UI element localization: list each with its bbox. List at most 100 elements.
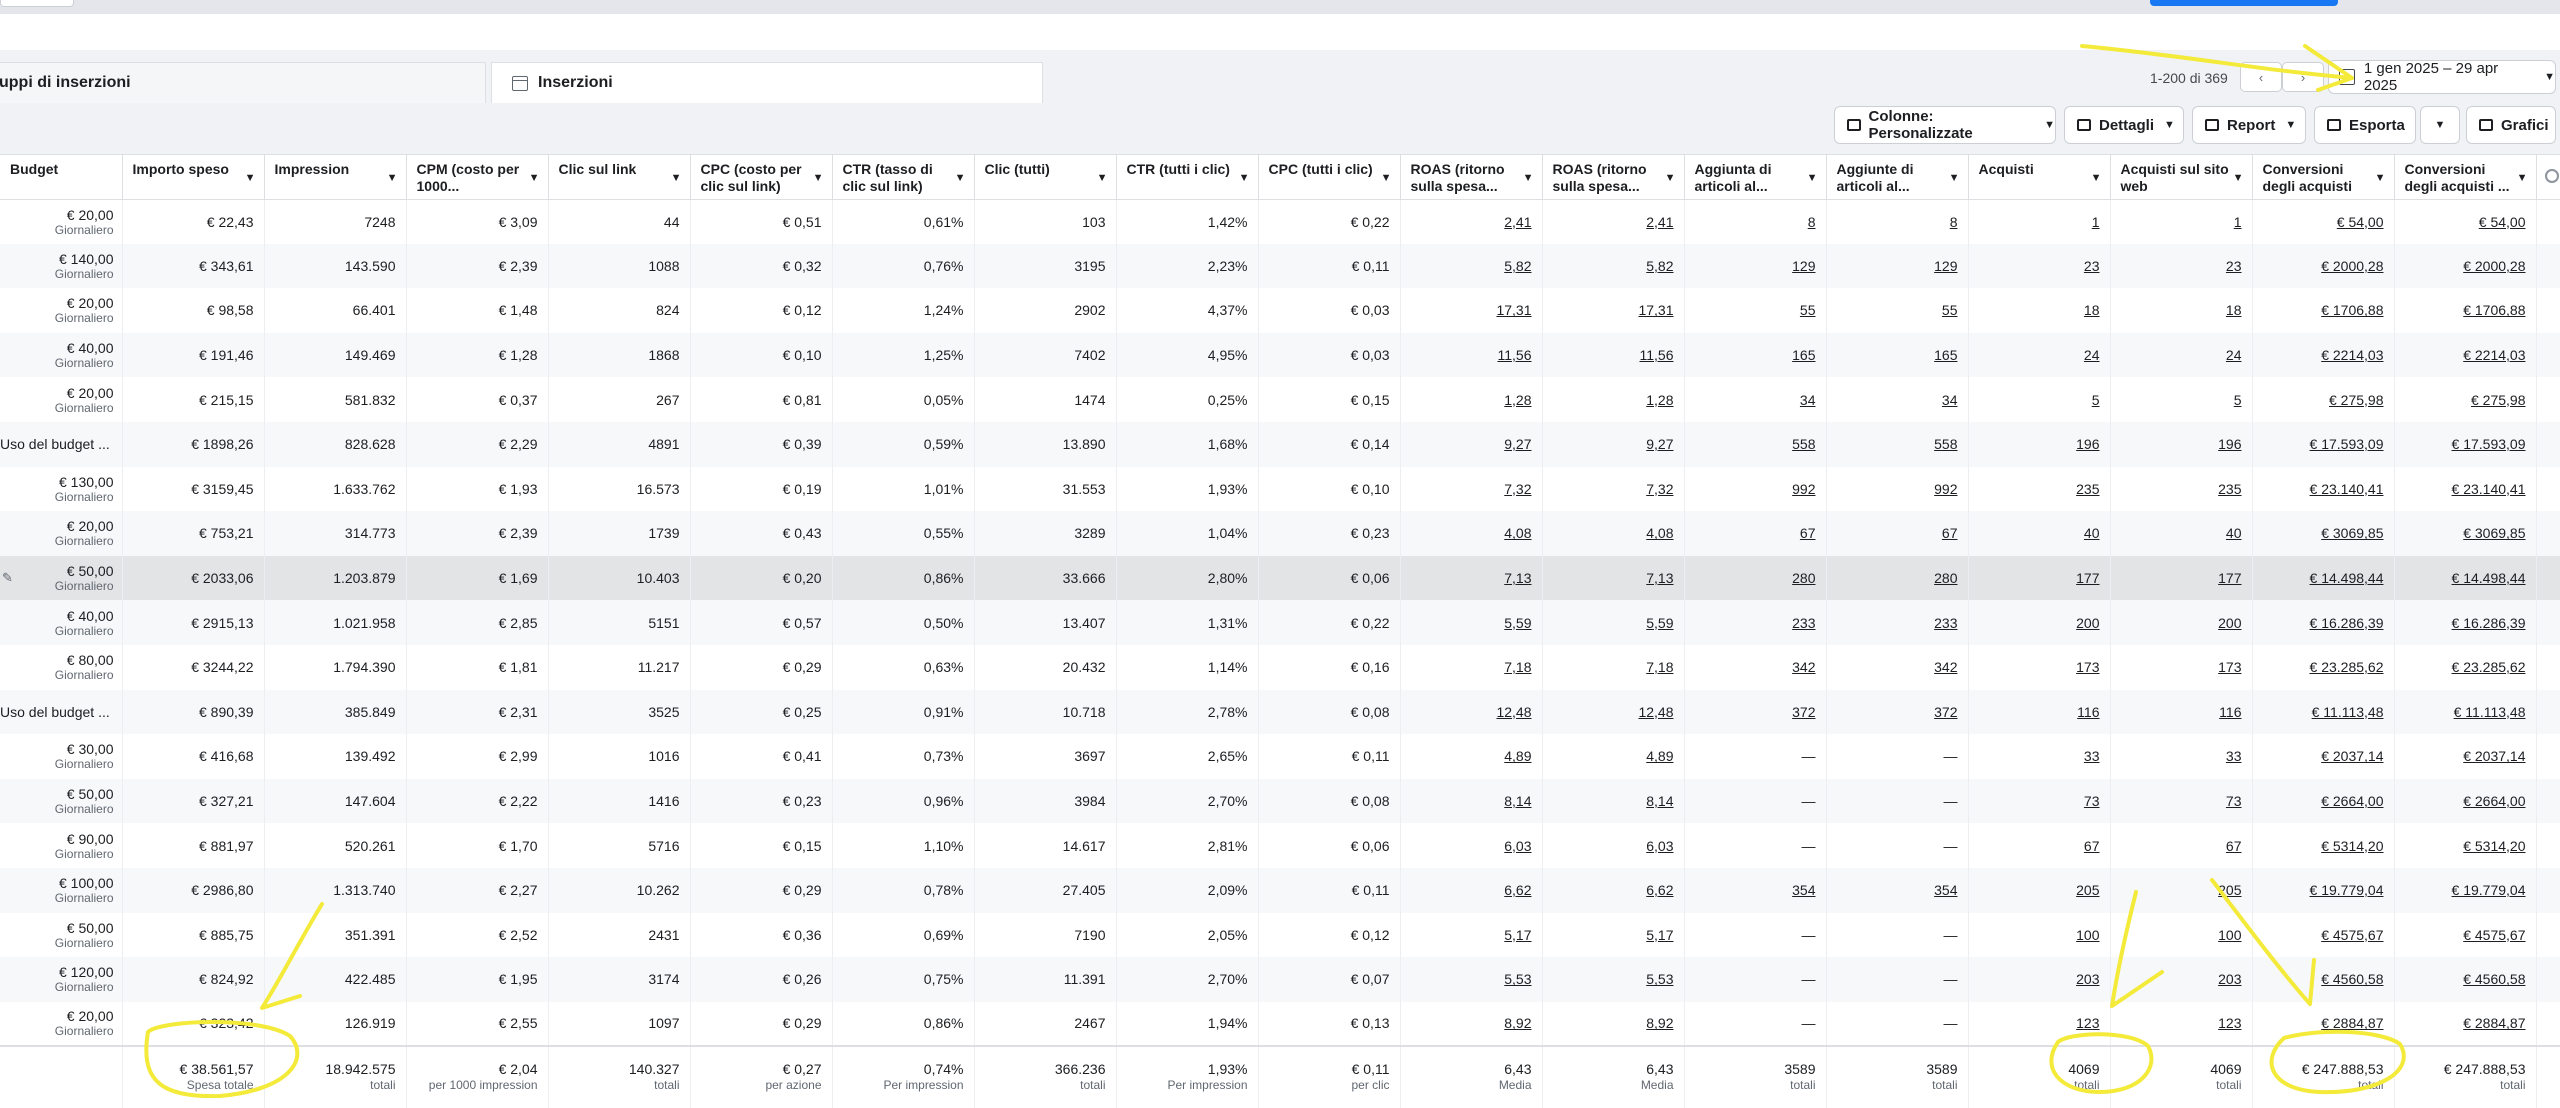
table-row[interactable]: € 50,00 Giornaliero € 327,21 147.604 € 2,22 1… (0, 778, 2560, 824)
budget-cell[interactable]: € 50,00 Giornaliero (0, 912, 123, 958)
edit-icon[interactable]: ✎ (2, 569, 13, 585)
budget-cell[interactable]: € 20,00 Giornaliero (0, 199, 123, 244)
table-cell[interactable]: € 23.285,62 (2252, 644, 2395, 690)
table-cell[interactable]: 200 (1968, 600, 2111, 645)
column-header[interactable]: Conversioni degli acquisti ▼ (2252, 155, 2395, 200)
table-row[interactable]: € 100,00 Giornaliero € 2986,80 1.313.740 € 2… (0, 867, 2560, 913)
primary-top-button[interactable] (2150, 0, 2338, 6)
table-cell[interactable]: 5 (2110, 377, 2253, 422)
table-cell[interactable]: € 2664,00 (2394, 778, 2537, 824)
table-cell[interactable]: 17,31 (1400, 288, 1543, 333)
sort-caret-icon[interactable]: ▼ (386, 172, 398, 184)
sort-caret-icon[interactable]: ▼ (812, 172, 824, 184)
budget-cell[interactable]: € 40,00 Giornaliero (0, 332, 123, 378)
table-row[interactable]: € 120,00 Giornaliero € 824,92 422.485 € 1,95… (0, 957, 2560, 1002)
table-cell[interactable]: 129 (1826, 243, 1969, 289)
table-cell[interactable]: 165 (1684, 332, 1827, 378)
table-cell[interactable]: € 54,00 (2252, 199, 2395, 244)
budget-cell[interactable]: € 130,00 Giornaliero (0, 466, 123, 512)
table-cell[interactable]: 342 (1826, 644, 1969, 690)
table-row[interactable]: € 50,00 Giornaliero € 885,75 351.391 € 2,52 2… (0, 912, 2560, 958)
column-settings[interactable] (2536, 155, 2560, 200)
table-cell[interactable]: € 4575,67 (2394, 912, 2537, 958)
table-cell[interactable]: 1 (2110, 199, 2253, 244)
table-cell[interactable]: € 4575,67 (2252, 912, 2395, 958)
table-cell[interactable]: 9,27 (1400, 421, 1543, 467)
table-cell[interactable]: 4,08 (1542, 511, 1685, 556)
budget-cell[interactable]: € 50,00 Giornaliero (0, 778, 123, 824)
export-dropdown-button[interactable]: ▼ (2420, 106, 2460, 144)
budget-cell[interactable]: € 80,00 Giornaliero (0, 644, 123, 690)
column-header[interactable]: Aggiunta di articoli al... ▼ (1684, 155, 1827, 200)
column-header[interactable]: Impression ▼ (264, 155, 407, 200)
table-cell[interactable]: 11,56 (1542, 332, 1685, 378)
table-cell[interactable]: 129 (1684, 243, 1827, 289)
columns-button[interactable]: Colonne: Personalizzate ▼ (1834, 106, 2056, 144)
table-cell[interactable]: 7,18 (1400, 644, 1543, 690)
table-cell[interactable]: € 1706,88 (2394, 288, 2537, 333)
table-cell[interactable]: 73 (2110, 778, 2253, 824)
table-cell[interactable]: 67 (2110, 823, 2253, 868)
table-cell[interactable]: € 1706,88 (2252, 288, 2395, 333)
table-row[interactable]: € 80,00 Giornaliero € 3244,22 1.794.390 € 1,… (0, 644, 2560, 690)
table-cell[interactable]: 354 (1826, 867, 1969, 913)
table-cell[interactable]: 992 (1684, 466, 1827, 512)
table-cell[interactable]: 24 (1968, 332, 2111, 378)
table-cell[interactable]: 8,14 (1542, 778, 1685, 824)
table-cell[interactable]: 18 (1968, 288, 2111, 333)
date-range-picker[interactable]: 1 gen 2025 – 29 apr 2025 ▼ (2328, 60, 2556, 94)
table-cell[interactable]: € 14.498,44 (2394, 555, 2537, 601)
table-cell[interactable]: € 54,00 (2394, 199, 2537, 244)
column-header[interactable]: Clic (tutti) ▼ (974, 155, 1117, 200)
table-cell[interactable]: 7,13 (1542, 555, 1685, 601)
table-cell[interactable]: 1,28 (1400, 377, 1543, 422)
table-cell[interactable]: 5 (1968, 377, 2111, 422)
table-cell[interactable]: 23 (2110, 243, 2253, 289)
table-cell[interactable]: 2,41 (1542, 199, 1685, 244)
budget-cell[interactable]: € 90,00 Giornaliero (0, 823, 123, 868)
budget-cell[interactable]: € 100,00 Giornaliero (0, 867, 123, 913)
table-cell[interactable]: 235 (1968, 466, 2111, 512)
table-cell[interactable]: 12,48 (1400, 689, 1543, 735)
table-cell[interactable]: 173 (1968, 644, 2111, 690)
table-cell[interactable]: 34 (1826, 377, 1969, 422)
table-cell[interactable]: 24 (2110, 332, 2253, 378)
table-cell[interactable]: 8,14 (1400, 778, 1543, 824)
table-cell[interactable]: 12,48 (1542, 689, 1685, 735)
table-cell[interactable]: 7,18 (1542, 644, 1685, 690)
column-header[interactable]: Importo speso ▼ (122, 155, 265, 200)
table-cell[interactable]: 342 (1684, 644, 1827, 690)
table-cell[interactable]: € 17.593,09 (2252, 421, 2395, 467)
table-cell[interactable]: 100 (2110, 912, 2253, 958)
table-cell[interactable]: 7,13 (1400, 555, 1543, 601)
table-cell[interactable]: 1 (1968, 199, 2111, 244)
budget-cell[interactable]: Uso del budget ... (0, 689, 123, 735)
table-cell[interactable]: 5,17 (1542, 912, 1685, 958)
report-button[interactable]: Report ▼ (2192, 106, 2306, 144)
column-header[interactable]: CTR (tutti i clic) ▼ (1116, 155, 1259, 200)
column-header[interactable]: Acquisti sul sito web ▼ (2110, 155, 2253, 200)
sort-caret-icon[interactable]: ▼ (2516, 172, 2528, 184)
table-cell[interactable]: 55 (1826, 288, 1969, 333)
table-cell[interactable]: 558 (1684, 421, 1827, 467)
table-cell[interactable]: € 19.779,04 (2394, 867, 2537, 913)
table-cell[interactable]: € 2037,14 (2252, 734, 2395, 779)
budget-cell[interactable]: € 30,00 Giornaliero (0, 734, 123, 779)
sort-caret-icon[interactable]: ▼ (1380, 172, 1392, 184)
table-cell[interactable]: 8,92 (1400, 1001, 1543, 1047)
budget-cell[interactable]: € 120,00 Giornaliero (0, 957, 123, 1002)
sort-caret-icon[interactable]: ▼ (528, 172, 540, 184)
budget-cell[interactable]: € 20,00 Giornaliero (0, 288, 123, 333)
column-header[interactable]: CPC (costo per clic sul link) ▼ (690, 155, 833, 200)
table-row[interactable]: € 40,00 Giornaliero € 191,46 149.469 € 1,28 1… (0, 332, 2560, 378)
table-cell[interactable]: 123 (2110, 1001, 2253, 1047)
table-cell[interactable]: 8 (1684, 199, 1827, 244)
table-row[interactable]: € 20,00 Giornaliero € 98,58 66.401 € 1,48 824… (0, 288, 2560, 333)
budget-cell[interactable]: € 20,00 Giornaliero (0, 377, 123, 422)
details-button[interactable]: Dettagli ▼ (2064, 106, 2184, 144)
table-cell[interactable]: 280 (1684, 555, 1827, 601)
table-cell[interactable]: € 5314,20 (2252, 823, 2395, 868)
budget-cell[interactable]: € 20,00 Giornaliero (0, 1001, 123, 1047)
table-cell[interactable]: € 14.498,44 (2252, 555, 2395, 601)
table-cell[interactable]: 33 (1968, 734, 2111, 779)
